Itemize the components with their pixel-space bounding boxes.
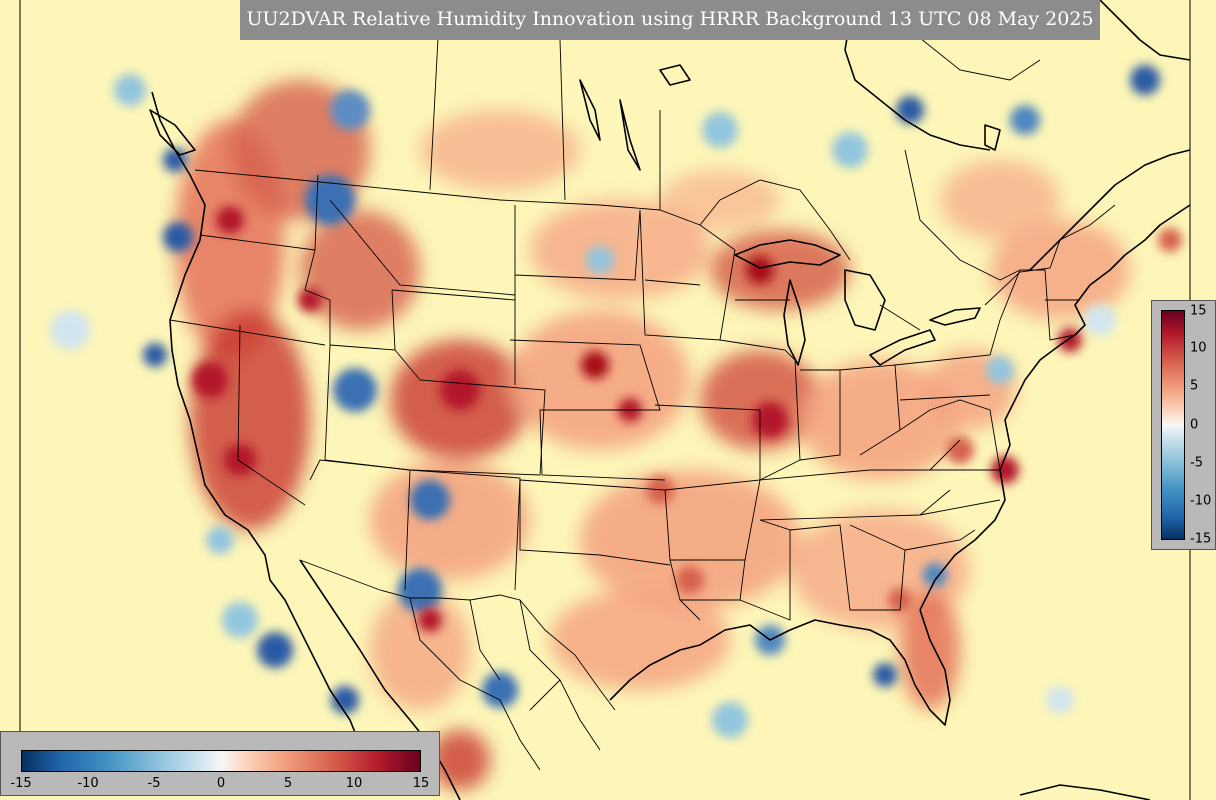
horizontal-colorbar-tick: -5 — [147, 776, 161, 791]
horizontal-colorbar-tick: 5 — [283, 776, 293, 791]
vertical-colorbar: 15 10 5 0 -5 -10 -15 — [1151, 300, 1216, 550]
canada-lake-4 — [984, 124, 1001, 151]
vertical-colorbar-tick: 15 — [1190, 303, 1207, 319]
horizontal-colorbar-tick: -10 — [77, 776, 99, 791]
state-dakotas — [514, 205, 641, 300]
state-al-ga — [789, 524, 906, 611]
state-carolinas — [904, 499, 1001, 551]
positive-anomalies — [192, 206, 1182, 632]
canada-lake-1 — [579, 79, 601, 141]
map-title: UU2DVAR Relative Humidity Innovation usi… — [240, 0, 1100, 40]
horizontal-colorbar-tick: 10 — [345, 776, 363, 791]
mexico-bottom-coast — [1019, 784, 1151, 800]
state-pa-ny — [894, 269, 1021, 401]
horizontal-colorbar-tick: -15 — [10, 776, 32, 791]
pacific-coast — [151, 91, 361, 746]
state-mt — [329, 199, 516, 296]
state-or-ca — [169, 319, 326, 346]
state-in-oh — [799, 364, 901, 461]
vertical-colorbar-tick: -10 — [1190, 493, 1212, 509]
coastlines — [149, 0, 1191, 800]
baja-gulf-coast — [299, 559, 461, 800]
great-lake-huron — [844, 269, 886, 331]
mexico-state-3 — [469, 599, 561, 711]
state-ne-states — [1020, 269, 1080, 341]
canada-prov-2 — [699, 179, 851, 261]
state-wa-or — [199, 234, 316, 251]
vertical-colorbar-tick: 5 — [1190, 378, 1199, 394]
great-lake-ontario — [929, 307, 981, 326]
state-ne-ks — [509, 339, 666, 481]
state-wi-il — [719, 299, 801, 481]
horizontal-colorbar: -15 -10 -5 0 5 10 15 — [0, 731, 440, 796]
state-va-wv — [899, 399, 1001, 471]
horizontal-colorbar-tick: 0 — [216, 776, 226, 791]
state-co — [394, 349, 546, 476]
vertical-colorbar-tick: 0 — [1190, 417, 1199, 433]
us-canada-border-east — [879, 204, 1116, 331]
us-mexico-border — [299, 559, 616, 711]
vertical-colorbar-tick: -15 — [1190, 531, 1212, 547]
canada-prov-3 — [904, 149, 1021, 281]
atlantic-coast — [919, 204, 1191, 611]
horizontal-colorbar-tick: 15 — [412, 776, 430, 791]
vertical-colorbar-tick: 10 — [1190, 340, 1207, 356]
state-la-ms — [680, 519, 791, 621]
us-canada-border — [194, 169, 736, 251]
canada-lake-3 — [659, 64, 691, 86]
gulf-coast — [609, 609, 951, 726]
horizontal-colorbar-gradient — [21, 750, 421, 772]
vertical-colorbar-tick: -5 — [1190, 455, 1203, 471]
vertical-colorbar-gradient — [1161, 310, 1185, 540]
state-mn-ia — [639, 209, 736, 341]
negative-anomalies — [50, 65, 1160, 738]
state-az — [309, 459, 411, 591]
mexico-state-1 — [409, 597, 541, 771]
state-nv — [237, 324, 306, 506]
vancouver-island — [149, 109, 196, 156]
canada-lake-2 — [619, 99, 641, 171]
borders — [169, 0, 1116, 771]
state-id — [304, 174, 331, 345]
state-nm — [409, 469, 521, 591]
great-lake-erie — [869, 329, 936, 366]
great-lake-superior — [734, 239, 841, 269]
great-lake-michigan — [783, 279, 806, 366]
labrador-shore — [1099, 0, 1191, 61]
